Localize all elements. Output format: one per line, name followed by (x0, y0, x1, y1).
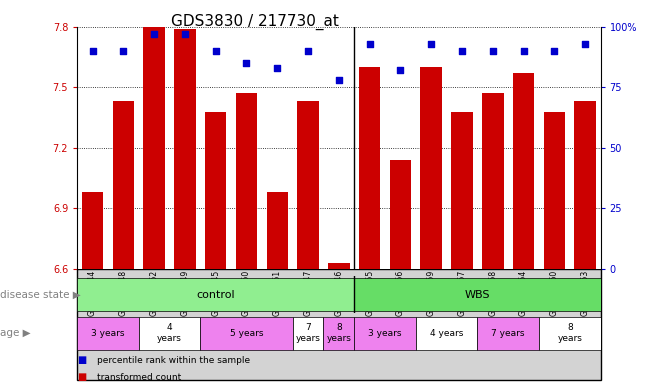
Point (395, 67, 406, 73)
Point (457, 48, 468, 54)
Point (87, 48, 98, 54)
Bar (482, 93, 503, 269)
Bar (544, 111, 565, 269)
Bar (139, 317, 201, 349)
Point (272, 65, 282, 71)
Bar (323, 317, 354, 349)
Point (487, 48, 498, 54)
Bar (421, 67, 442, 269)
Point (180, 31, 191, 37)
Bar (354, 317, 416, 349)
Text: 4
years: 4 years (157, 323, 182, 343)
Text: 8
years: 8 years (326, 323, 352, 343)
Point (118, 48, 129, 54)
Bar (297, 101, 319, 269)
Bar (574, 101, 596, 269)
Point (549, 48, 560, 54)
Point (149, 31, 160, 37)
Text: disease state ▶: disease state ▶ (0, 290, 81, 300)
Point (580, 41, 590, 47)
Text: ■: ■ (77, 355, 87, 365)
Point (333, 77, 344, 83)
Point (241, 60, 252, 66)
Bar (359, 67, 380, 269)
Bar (236, 93, 257, 269)
Text: transformed count: transformed count (97, 373, 182, 382)
Point (518, 48, 529, 54)
Bar (328, 263, 350, 269)
Bar (390, 160, 411, 269)
Point (426, 41, 437, 47)
Bar (477, 317, 539, 349)
Bar (77, 317, 139, 349)
Bar (416, 317, 477, 349)
Bar (144, 27, 165, 269)
Bar (451, 111, 473, 269)
Bar (82, 192, 103, 269)
Bar (293, 317, 323, 349)
Text: GDS3830 / 217730_at: GDS3830 / 217730_at (171, 13, 339, 30)
Text: percentile rank within the sample: percentile rank within the sample (97, 356, 250, 365)
Text: 3 years: 3 years (91, 329, 125, 338)
Text: ■: ■ (77, 372, 87, 382)
Bar (205, 111, 227, 269)
Bar (513, 73, 534, 269)
Text: 8
years: 8 years (558, 323, 582, 343)
Bar (77, 278, 354, 311)
Text: control: control (197, 290, 235, 300)
Bar (113, 101, 134, 269)
Text: 3 years: 3 years (368, 329, 402, 338)
Bar (354, 278, 601, 311)
Bar (201, 317, 293, 349)
Point (364, 41, 375, 47)
Text: 5 years: 5 years (229, 329, 263, 338)
Text: age ▶: age ▶ (0, 328, 31, 338)
Bar (539, 317, 601, 349)
Text: 7 years: 7 years (491, 329, 525, 338)
Text: 4 years: 4 years (430, 329, 463, 338)
Point (303, 48, 313, 54)
Text: 7
years: 7 years (296, 323, 321, 343)
Text: WBS: WBS (464, 290, 490, 300)
Point (210, 48, 221, 54)
Bar (266, 192, 288, 269)
Bar (174, 29, 196, 269)
